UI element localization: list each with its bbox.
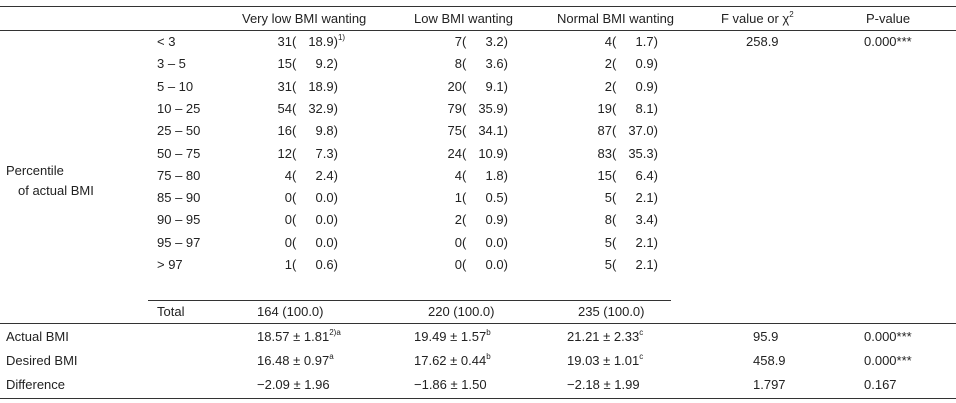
summary-very-low: 18.57 ± 1.812)a: [257, 328, 341, 345]
table-row: 5 – 10 31 ( 18.9) 20 ( 9.1) 2 ( 0.9): [0, 76, 956, 98]
table-row: 3 – 5 15 ( 9.2) 8 ( 3.6) 2 ( 0.9): [0, 53, 956, 75]
range-cell: 90 – 95: [157, 212, 201, 228]
range-cell: 75 – 80: [157, 167, 201, 183]
normal-cell: 83 ( 35.3): [597, 145, 658, 161]
normal-cell: 87 ( 37.0): [597, 123, 658, 139]
summary-row: Actual BMI 18.57 ± 1.812)a 19.49 ± 1.57b 21…: [0, 326, 956, 348]
header-normal: Normal BMI wanting: [557, 11, 675, 26]
low-cell: 2 ( 0.9): [454, 212, 508, 228]
summary-label: Desired BMI: [6, 353, 78, 368]
low-cell: 1 ( 0.5): [454, 190, 508, 206]
summary-very-low: 16.48 ± 0.97a: [257, 352, 334, 369]
summary-normal: 21.21 ± 2.33c: [567, 328, 644, 345]
very-low-cell: 15 ( 9.2): [277, 56, 338, 72]
table-row: 50 – 75 12 ( 7.3) 24 ( 10.9) 83 ( 35.3): [0, 143, 956, 165]
total-row: Total 164 (100.0) 220 (100.0) 235 (100.0…: [0, 301, 956, 323]
summary-normal: 19.03 ± 1.01c: [567, 352, 644, 369]
range-cell: 95 – 97: [157, 234, 201, 250]
table-row: 95 – 97 0 ( 0.0) 0 ( 0.0) 5 ( 2.1): [0, 232, 956, 254]
table-row: < 3 31 ( 18.9)1) 7 ( 3.2) 4 ( 1.7) 258.9 0.00…: [0, 31, 956, 53]
summary-p-value: 0.000***: [864, 329, 912, 344]
summary-row: Difference −2.09 ± 1.96 −1.86 ± 1.50 −2.18 …: [0, 374, 956, 396]
very-low-cell: 0 ( 0.0): [284, 212, 338, 228]
header-p-value: P-value: [866, 11, 911, 26]
very-low-cell: 31 ( 18.9): [277, 78, 338, 94]
summary-low: 17.62 ± 0.44b: [414, 352, 491, 369]
table-row: 25 – 50 16 ( 9.8) 75 ( 34.1) 87 ( 37.0): [0, 120, 956, 142]
normal-cell: 8 ( 3.4): [604, 212, 658, 228]
total-very-low: 164 (100.0): [257, 304, 324, 319]
normal-cell: 4 ( 1.7): [604, 34, 658, 49]
summary-low: 19.49 ± 1.57b: [414, 328, 491, 345]
summary-label: Actual BMI: [6, 329, 69, 344]
range-cell: 50 – 75: [157, 145, 201, 161]
table-top-rule: [0, 6, 956, 7]
very-low-cell: 0 ( 0.0): [284, 190, 338, 206]
range-cell: < 3: [157, 34, 176, 49]
f-value-cell: 258.9: [746, 34, 779, 49]
summary-top-rule: [0, 323, 956, 324]
total-low: 220 (100.0): [428, 304, 495, 319]
total-top-rule: [148, 300, 671, 301]
percentile-label-line2: of actual BMI: [18, 183, 94, 198]
low-cell: 4 ( 1.8): [454, 167, 508, 183]
total-label: Total: [157, 304, 185, 319]
low-cell: 20 ( 9.1): [447, 78, 508, 94]
normal-cell: 5 ( 2.1): [604, 190, 658, 206]
percentile-label-line1: Percentile: [6, 163, 64, 178]
very-low-cell: 16 ( 9.8): [277, 123, 338, 139]
normal-cell: 2 ( 0.9): [604, 78, 658, 94]
summary-label: Difference: [6, 377, 66, 392]
range-cell: 3 – 5: [157, 56, 186, 72]
very-low-cell: 0 ( 0.0): [284, 234, 338, 250]
table-header-row: Very low BMI wanting Low BMI wanting Nor…: [0, 8, 956, 30]
table-row: 10 – 25 54 ( 32.9) 79 ( 35.9) 19 ( 8.1): [0, 98, 956, 120]
header-low: Low BMI wanting: [414, 11, 513, 26]
summary-f-value: 458.9: [753, 353, 786, 368]
very-low-cell: 1 ( 0.6): [284, 257, 338, 272]
low-cell: 75 ( 34.1): [447, 123, 508, 139]
summary-f-value: 1.797: [753, 377, 786, 392]
normal-cell: 15 ( 6.4): [597, 167, 658, 183]
table-row: > 97 1 ( 0.6) 0 ( 0.0) 5 ( 2.1): [0, 254, 956, 276]
table-row: 75 – 80 4 ( 2.4) 4 ( 1.8) 15 ( 6.4): [0, 165, 956, 187]
summary-p-value: 0.000***: [864, 353, 912, 368]
normal-cell: 2 ( 0.9): [604, 56, 658, 72]
range-cell: 85 – 90: [157, 190, 201, 206]
very-low-cell: 12 ( 7.3): [277, 145, 338, 161]
range-cell: > 97: [157, 257, 183, 272]
very-low-cell: 4 ( 2.4): [284, 167, 338, 183]
range-cell: 25 – 50: [157, 123, 201, 139]
table-row: 85 – 90 0 ( 0.0) 1 ( 0.5) 5 ( 2.1): [0, 187, 956, 209]
low-cell: 0 ( 0.0): [454, 234, 508, 250]
normal-cell: 19 ( 8.1): [597, 100, 658, 116]
summary-low: −1.86 ± 1.50: [414, 377, 487, 392]
header-very-low: Very low BMI wanting: [242, 11, 367, 26]
table-row: 90 – 95 0 ( 0.0) 2 ( 0.9) 8 ( 3.4): [0, 209, 956, 231]
summary-normal: −2.18 ± 1.99: [567, 377, 640, 392]
very-low-cell: 31 ( 18.9)1): [277, 33, 346, 50]
header-bottom-rule: [0, 30, 956, 31]
range-cell: 5 – 10: [157, 78, 194, 94]
summary-very-low: −2.09 ± 1.96: [257, 377, 330, 392]
header-f-sup: 2: [789, 10, 794, 19]
low-cell: 0 ( 0.0): [454, 257, 508, 272]
low-cell: 79 ( 35.9): [447, 100, 508, 116]
summary-p-value: 0.167: [864, 377, 897, 392]
range-cell: 10 – 25: [157, 100, 201, 116]
summary-row: Desired BMI 16.48 ± 0.97a 17.62 ± 0.44b 19.…: [0, 350, 956, 372]
summary-f-value: 95.9: [753, 329, 779, 344]
normal-cell: 5 ( 2.1): [604, 234, 658, 250]
low-cell: 24 ( 10.9): [447, 145, 508, 161]
low-cell: 8 ( 3.6): [454, 56, 508, 72]
p-value-cell: 0.000***: [864, 34, 912, 49]
very-low-cell: 54 ( 32.9): [277, 100, 338, 116]
percentile-group-label: Percentile of actual BMI: [6, 161, 94, 201]
table-bottom-rule: [0, 398, 956, 399]
normal-cell: 5 ( 2.1): [604, 257, 658, 272]
total-normal: 235 (100.0): [578, 304, 645, 319]
low-cell: 7 ( 3.2): [454, 34, 508, 49]
header-f-value: F value or χ2: [721, 10, 794, 27]
